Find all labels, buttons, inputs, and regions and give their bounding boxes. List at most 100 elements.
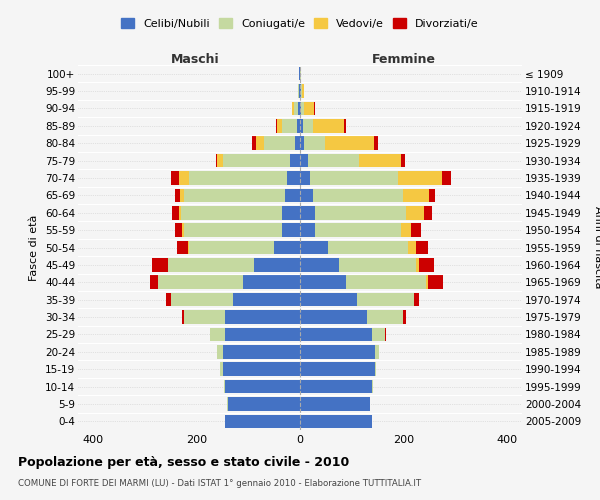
Bar (367, 310, 403, 324)
Bar (217, 154, 223, 168)
Text: Femmine: Femmine (373, 53, 436, 66)
Bar (158, 276, 243, 289)
Bar (223, 345, 300, 358)
Bar (401, 154, 405, 168)
Text: Popolazione per età, sesso e stato civile - 2010: Popolazione per età, sesso e stato civil… (18, 456, 349, 469)
Bar (310, 171, 398, 185)
Bar (171, 171, 179, 185)
Bar (276, 119, 277, 132)
Bar (277, 119, 282, 132)
Bar (300, 397, 370, 410)
Bar (428, 276, 443, 289)
Bar (300, 310, 367, 324)
Y-axis label: Anni di nascita: Anni di nascita (593, 206, 600, 289)
Bar (209, 328, 225, 341)
Bar (413, 293, 419, 306)
Bar (300, 362, 375, 376)
Bar (243, 276, 300, 289)
Bar (409, 240, 416, 254)
Bar (184, 310, 225, 324)
Bar (182, 310, 184, 324)
Bar (300, 328, 372, 341)
Bar (300, 188, 313, 202)
Bar (180, 188, 184, 202)
Bar (316, 206, 406, 220)
Bar (217, 345, 223, 358)
Bar (179, 171, 189, 185)
Bar (325, 136, 374, 150)
Bar (427, 276, 428, 289)
Bar (228, 397, 300, 410)
Bar (295, 102, 298, 115)
Bar (171, 293, 233, 306)
Bar (300, 414, 372, 428)
Bar (166, 293, 171, 306)
Bar (314, 102, 315, 115)
Bar (284, 188, 300, 202)
Bar (295, 136, 300, 150)
Bar (416, 258, 419, 272)
Bar (300, 171, 310, 185)
Bar (300, 276, 346, 289)
Text: COMUNE DI FORTE DEI MARMI (LU) - Dati ISTAT 1° gennaio 2010 - Elaborazione TUTTI: COMUNE DI FORTE DEI MARMI (LU) - Dati IS… (18, 479, 421, 488)
Bar (403, 188, 429, 202)
Bar (328, 240, 409, 254)
Bar (224, 380, 225, 394)
Bar (252, 136, 256, 150)
Bar (300, 380, 372, 394)
Bar (223, 154, 290, 168)
Bar (339, 258, 416, 272)
Text: Maschi: Maschi (172, 53, 220, 66)
Bar (301, 84, 302, 98)
Bar (442, 171, 451, 185)
Bar (359, 154, 401, 168)
Bar (372, 328, 385, 341)
Bar (175, 224, 182, 237)
Bar (290, 154, 300, 168)
Bar (220, 362, 223, 376)
Bar (344, 119, 346, 132)
Bar (385, 328, 386, 341)
Bar (225, 380, 300, 394)
Bar (375, 362, 376, 376)
Bar (419, 258, 434, 272)
Bar (416, 240, 428, 254)
Bar (179, 206, 181, 220)
Bar (292, 102, 295, 115)
Bar (152, 258, 169, 272)
Bar (300, 136, 304, 150)
Bar (424, 206, 431, 220)
Bar (300, 293, 357, 306)
Bar (282, 119, 298, 132)
Bar (169, 258, 254, 272)
Bar (298, 102, 300, 115)
Bar (181, 206, 282, 220)
Bar (313, 188, 403, 202)
Bar (304, 136, 325, 150)
Bar (298, 84, 299, 98)
Bar (346, 276, 427, 289)
Bar (184, 188, 284, 202)
Bar (150, 276, 158, 289)
Legend: Celibi/Nubili, Coniugati/e, Vedovi/e, Divorziati/e: Celibi/Nubili, Coniugati/e, Vedovi/e, Di… (117, 14, 483, 34)
Bar (188, 240, 189, 254)
Bar (282, 206, 300, 220)
Bar (411, 224, 421, 237)
Bar (287, 171, 300, 185)
Bar (254, 258, 300, 272)
Bar (316, 224, 401, 237)
Bar (225, 414, 300, 428)
Bar (233, 293, 300, 306)
Bar (300, 154, 308, 168)
Bar (300, 240, 328, 254)
Bar (300, 102, 301, 115)
Bar (308, 154, 359, 168)
Bar (375, 345, 379, 358)
Bar (172, 206, 179, 220)
Bar (223, 362, 300, 376)
Bar (406, 206, 424, 220)
Bar (225, 328, 300, 341)
Bar (225, 310, 300, 324)
Bar (298, 119, 300, 132)
Bar (302, 119, 313, 132)
